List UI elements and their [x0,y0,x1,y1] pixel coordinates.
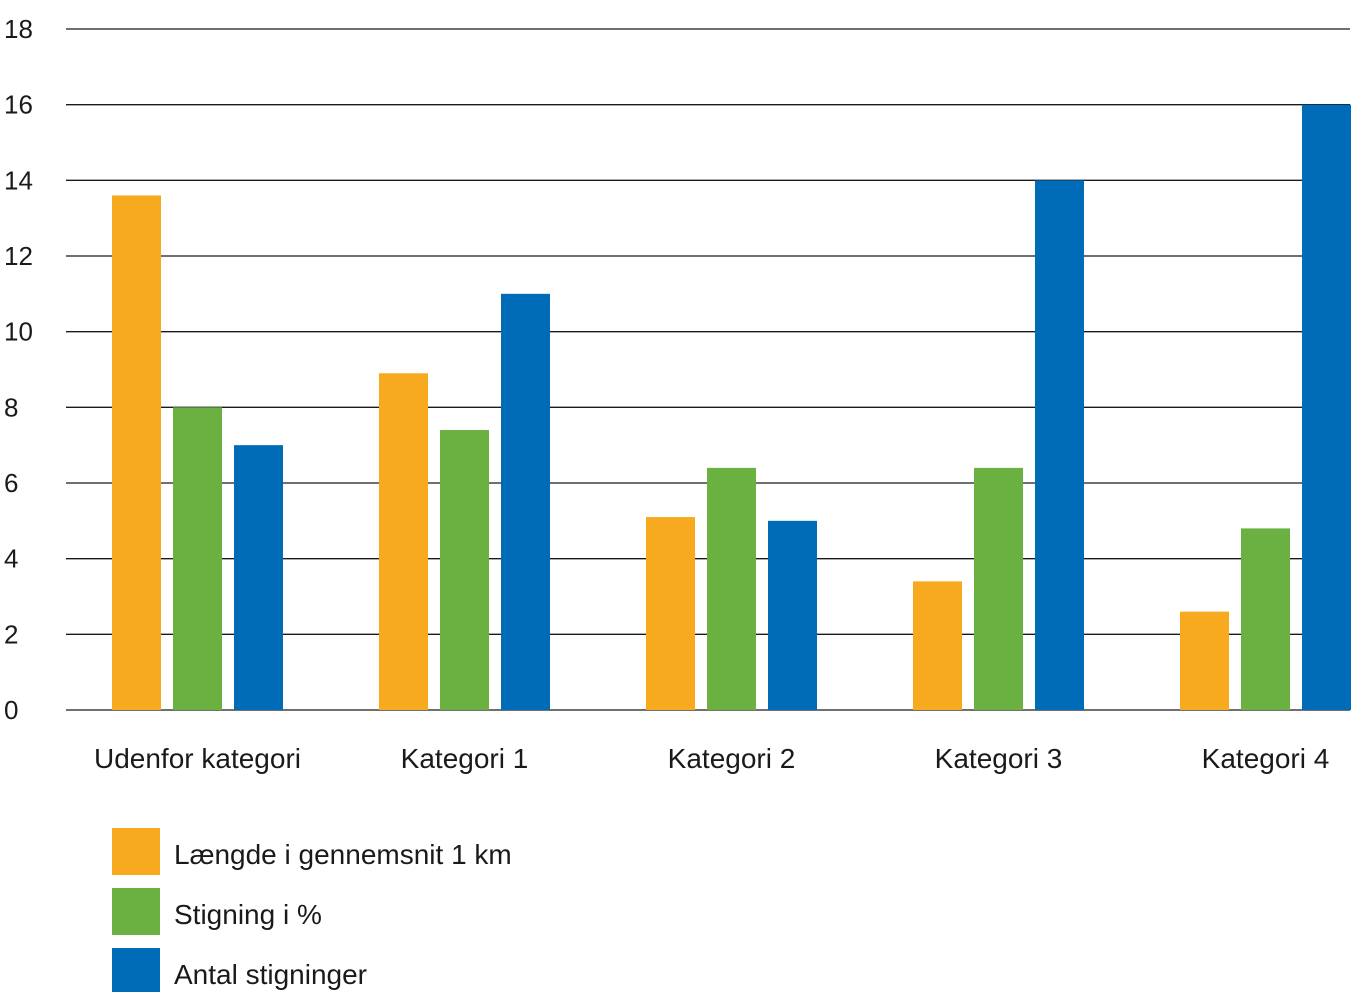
bar-2-3 [707,468,756,710]
legend-label-3: Antal stigninger [174,959,367,990]
legend-label-2: Stigning i % [174,899,322,930]
y-tick-label: 4 [4,544,18,574]
bar-1-3 [646,517,695,710]
y-tick-label: 10 [4,317,33,347]
bar-3-2 [501,294,550,710]
bar-3-1 [234,445,283,710]
bar-3-3 [768,521,817,710]
y-tick-label: 14 [4,165,33,195]
x-axis-category-labels: Udenfor kategori Kategori 1 Kategori 2 Kate… [94,743,1329,774]
bar-1-5 [1180,612,1229,710]
y-tick-label: 2 [4,619,18,649]
x-category-label: Kategori 4 [1202,743,1330,774]
y-tick-label: 0 [4,695,18,725]
bar-2-5 [1241,528,1290,710]
legend-swatch-1 [112,828,160,875]
y-tick-label: 8 [4,392,18,422]
bar-3-4 [1035,180,1084,710]
x-category-label: Kategori 3 [935,743,1063,774]
x-category-label: Udenfor kategori [94,743,301,774]
bar-2-4 [974,468,1023,710]
legend-swatch-2 [112,888,160,935]
y-tick-label: 16 [4,90,33,120]
y-tick-label: 6 [4,468,18,498]
bar-3-5 [1302,105,1351,710]
legend: Længde i gennemsnit 1 km Stigning i % Anta… [112,828,512,992]
x-category-label: Kategori 2 [668,743,796,774]
bar-2-2 [440,430,489,710]
y-tick-label: 12 [4,241,33,271]
bar-1-1 [112,195,161,710]
x-category-label: Kategori 1 [401,743,529,774]
bar-1-4 [913,581,962,710]
legend-swatch-3 [112,948,160,992]
bar-1-2 [379,373,428,710]
y-axis-tick-labels: 0 2 4 6 8 10 12 14 16 18 [4,14,33,725]
legend-label-1: Længde i gennemsnit 1 km [174,839,512,870]
bar-2-1 [173,407,222,710]
y-tick-label: 18 [4,14,33,44]
